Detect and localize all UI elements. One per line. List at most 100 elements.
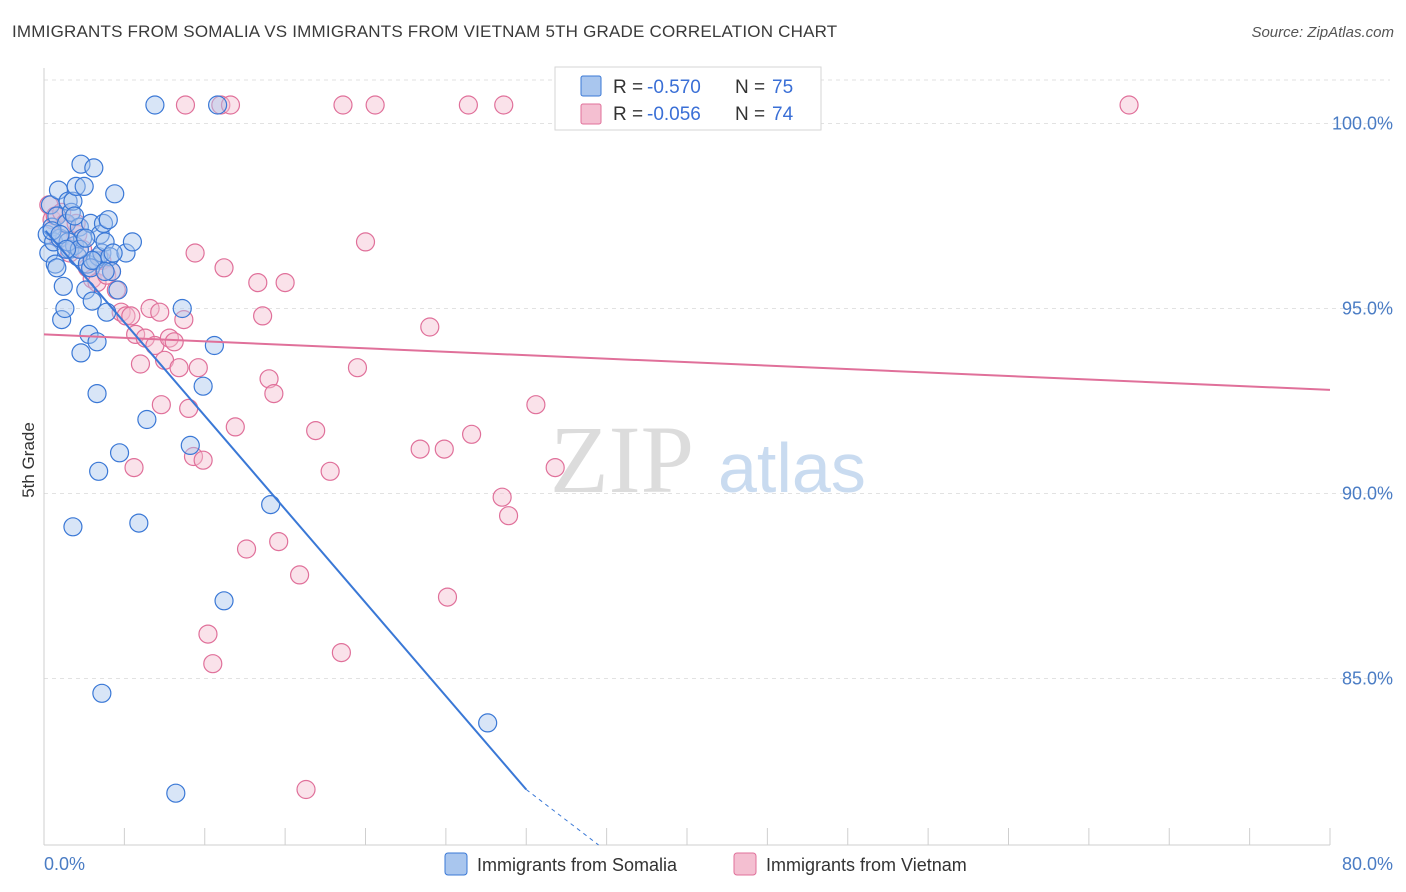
vietnam-point <box>275 273 295 293</box>
y-tick-label: 85.0% <box>1342 669 1393 689</box>
vietnam-point <box>179 398 199 418</box>
somalia-point <box>71 343 91 363</box>
somalia-point <box>89 461 109 481</box>
vietnam-point <box>410 439 430 459</box>
somalia-point <box>261 495 281 515</box>
vietnam-point <box>214 258 234 278</box>
somalia-point <box>137 409 157 430</box>
somalia-point <box>82 250 102 270</box>
vietnam-point <box>150 302 170 322</box>
legend-somalia-n-label: N = <box>735 77 765 98</box>
y-tick-label: 95.0% <box>1342 299 1393 319</box>
vietnam-point <box>331 642 351 663</box>
x-ticks <box>43 828 1331 845</box>
legend-vietnam-n-value: 74 <box>772 104 794 125</box>
vietnam-point <box>198 624 218 644</box>
vietnam-point <box>461 424 482 444</box>
vietnam-point <box>306 421 326 441</box>
vietnam-point <box>269 531 289 552</box>
vietnam-point <box>175 95 196 115</box>
grid <box>44 79 1390 679</box>
somalia-point <box>53 276 73 296</box>
vietnam-point <box>434 439 454 459</box>
legend-swatch-vietnam <box>580 103 602 125</box>
somalia-point <box>101 261 122 282</box>
vietnam-point <box>124 458 144 478</box>
vietnam-point <box>498 506 519 526</box>
vietnam-point <box>203 654 223 674</box>
somalia-point <box>66 176 86 196</box>
vietnam-point <box>164 332 184 352</box>
somalia-point <box>105 184 125 204</box>
vietnam-point <box>492 487 512 507</box>
somalia-point <box>82 291 102 311</box>
legend-somalia-n-value: 75 <box>772 77 793 98</box>
vietnam-point <box>347 358 368 378</box>
somalia-point <box>478 713 498 733</box>
somalia-point <box>108 280 128 300</box>
somalia-point <box>76 228 96 248</box>
legend-swatch-somalia <box>580 75 602 97</box>
vietnam-point <box>296 779 316 800</box>
somalia-points <box>37 95 498 803</box>
vietnam-point <box>236 539 257 559</box>
somalia-point <box>97 302 117 322</box>
vietnam-point <box>253 306 273 326</box>
vietnam-point <box>355 232 376 252</box>
somalia-point <box>56 239 77 259</box>
somalia-point <box>79 324 99 344</box>
somalia-point <box>129 513 149 533</box>
somalia-point <box>172 298 192 319</box>
vietnam-point <box>151 395 171 415</box>
watermark-atlas: atlas <box>718 429 866 507</box>
somalia-point <box>98 210 118 230</box>
legend: R = -0.570 N = 75 R = -0.056 N = 74 <box>554 66 822 131</box>
chart-title: IMMIGRANTS FROM SOMALIA VS IMMIGRANTS FR… <box>12 22 838 41</box>
vietnam-point <box>188 358 208 378</box>
somalia-point <box>84 158 104 178</box>
vietnam-point <box>1119 95 1139 115</box>
vietnam-point <box>545 458 565 478</box>
bottom-legend-label-somalia: Immigrants from Somalia <box>477 855 678 875</box>
chart-source: Source: ZipAtlas.com <box>1251 24 1394 41</box>
legend-vietnam-r-label: R = <box>613 104 643 125</box>
y-tick-label: 100.0% <box>1332 114 1393 134</box>
bottom-legend-swatch-somalia <box>444 852 468 876</box>
legend-vietnam-r-value: -0.056 <box>647 104 701 125</box>
somalia-point <box>95 232 115 252</box>
somalia-point <box>71 154 91 174</box>
watermark-zip: ZIP <box>550 406 694 513</box>
vietnam-point <box>169 358 189 378</box>
somalia-point <box>92 683 112 703</box>
somalia-point <box>180 435 200 455</box>
somalia-point <box>145 95 165 115</box>
somalia-point <box>63 191 83 211</box>
vietnam-point <box>420 317 440 337</box>
vietnam-point <box>140 298 160 319</box>
vietnam-point <box>248 273 268 293</box>
somalia-point <box>204 335 224 356</box>
bottom-legend-swatch-vietnam <box>733 852 757 876</box>
vietnam-point <box>185 243 205 263</box>
somalia-point <box>193 376 213 396</box>
vietnam-trend-line <box>43 333 1331 391</box>
somalia-point <box>74 176 94 196</box>
legend-somalia-r-value: -0.570 <box>647 77 701 98</box>
bottom-legend-label-vietnam: Immigrants from Vietnam <box>766 855 967 875</box>
somalia-point <box>214 591 234 611</box>
y-axis-title: 5th Grade <box>19 422 38 498</box>
somalia-point <box>47 258 67 278</box>
somalia-point <box>122 232 143 252</box>
somalia-trend-extension <box>525 789 599 846</box>
vietnam-point <box>494 95 514 115</box>
vietnam-points <box>39 95 1139 800</box>
legend-vietnam-n-label: N = <box>735 104 765 125</box>
vietnam-point <box>264 384 284 404</box>
somalia-point <box>103 243 123 263</box>
somalia-point <box>87 384 107 404</box>
vietnam-point <box>365 95 385 115</box>
vietnam-point <box>259 369 279 389</box>
x-tick-label-min: 0.0% <box>44 854 85 874</box>
y-tick-label: 90.0% <box>1342 484 1393 504</box>
vietnam-point <box>130 354 151 374</box>
